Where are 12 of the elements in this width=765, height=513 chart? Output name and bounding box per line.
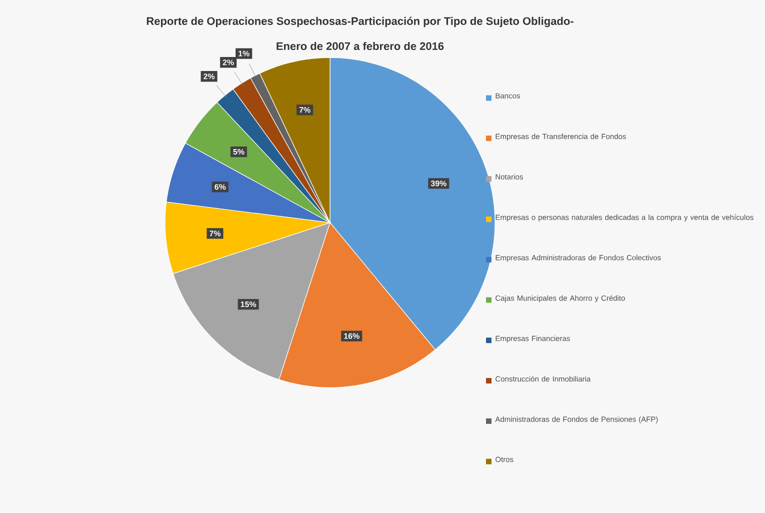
data-label: 7%: [210, 230, 221, 236]
data-label: 6%: [214, 184, 226, 190]
data-label: 2%: [204, 74, 215, 80]
data-label: 1%: [238, 50, 250, 56]
data-label: 15%: [240, 301, 256, 308]
chart-title: Reporte de Operaciones Sospechosas-Participación por Tipo de Sujeto Obligado-: [146, 16, 574, 28]
chart-subtitle: Enero de 2007 a febrero de 2016: [276, 42, 444, 50]
data-label: 39%: [430, 180, 446, 186]
data-label: 7%: [299, 107, 310, 113]
data-label: 16%: [344, 333, 360, 339]
data-label: 2%: [222, 60, 234, 66]
data-label: 5%: [233, 148, 244, 155]
